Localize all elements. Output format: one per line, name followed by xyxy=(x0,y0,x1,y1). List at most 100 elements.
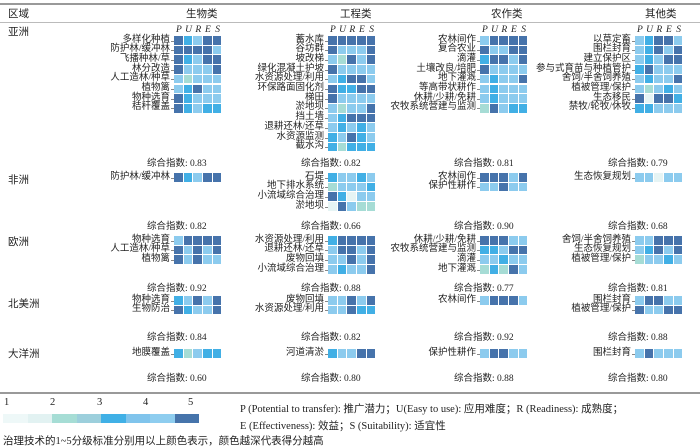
heatmap-cell xyxy=(518,173,528,182)
heatmap-cell xyxy=(337,84,347,94)
heatmap-cell xyxy=(518,182,528,192)
tick-mark xyxy=(632,177,635,179)
composite-index-label: 综合指数: xyxy=(454,222,498,232)
heatmap-cell xyxy=(635,255,644,265)
heatmap-cell xyxy=(635,94,644,103)
technology-label: 谷坊群 xyxy=(295,44,324,55)
technology-label: 石堤 xyxy=(304,171,324,182)
heatmap-cell xyxy=(174,94,183,103)
heatmap-cell xyxy=(328,192,337,202)
tick-mark xyxy=(632,310,635,312)
technology-label: 休耕/少耕/免耕 xyxy=(413,234,476,245)
heatmap-cell xyxy=(347,84,357,94)
heatmap-cell xyxy=(499,255,509,265)
composite-index-label: 综合指数: xyxy=(608,159,652,169)
heatmap-cell xyxy=(328,55,337,65)
technology-label: 生态恢复规划 xyxy=(573,244,631,255)
tick-mark xyxy=(325,310,328,312)
heatmap-cell xyxy=(499,94,509,103)
heatmap-cell xyxy=(644,296,654,305)
composite-index-label: 综合指数: xyxy=(454,159,498,169)
heatmap-cell xyxy=(673,94,683,103)
heatmap-cell xyxy=(357,65,366,74)
heatmap-cell xyxy=(635,245,644,255)
heatmap-cell xyxy=(480,103,489,113)
composite-index-label: 综合指数: xyxy=(301,222,345,232)
tick-mark xyxy=(325,353,328,355)
heatmap-cell xyxy=(337,74,347,84)
heatmap-cell xyxy=(664,84,673,94)
heatmap-cell xyxy=(644,173,654,182)
heatmap-cell xyxy=(212,55,222,65)
heatmap-cell xyxy=(337,94,347,103)
tick-mark xyxy=(171,353,174,355)
technology-label: 保护性耕作 xyxy=(428,181,476,192)
tick-mark xyxy=(325,79,328,81)
heatmap-cell xyxy=(635,173,644,182)
heatmap-cell xyxy=(499,296,509,305)
technology-label: 废物回填 xyxy=(285,253,324,264)
heatmap-cell xyxy=(489,255,499,265)
composite-index-label: 综合指数: xyxy=(301,159,345,169)
heatmap-cell xyxy=(193,36,203,45)
technology-label: 飞播种林/草 xyxy=(119,53,170,64)
heatmap-cell xyxy=(193,255,203,265)
heatmap-cell xyxy=(664,236,673,245)
pures-letter: E xyxy=(511,25,517,35)
heatmap-cell xyxy=(183,245,193,255)
technology-label: 淤地坝 xyxy=(295,102,324,113)
heatmap-cell xyxy=(518,36,528,45)
heatmap-cell xyxy=(328,94,337,103)
legend-color-swatch xyxy=(3,414,28,423)
tick-mark xyxy=(325,300,328,302)
composite-index-label: 综合指数: xyxy=(147,333,191,343)
heatmap-cell xyxy=(673,173,683,182)
heatmap-cell xyxy=(357,36,366,45)
technology-label: 围栏封育 xyxy=(592,44,631,55)
heatmap-cell xyxy=(347,55,357,65)
tick-mark xyxy=(477,177,480,179)
heatmap-cell xyxy=(673,65,683,74)
technology-label: 废物回填 xyxy=(285,294,324,305)
heatmap-cell xyxy=(193,296,203,305)
pures-letter: E xyxy=(359,25,365,35)
heatmap-cell xyxy=(499,36,509,45)
heatmap-cell xyxy=(328,245,337,255)
composite-index: 综合指数: 0.84 xyxy=(147,329,207,343)
composite-index-label: 综合指数: xyxy=(301,374,345,384)
heatmap-cell xyxy=(174,255,183,265)
composite-index-label: 综合指数: xyxy=(454,284,498,294)
heatmap-cell xyxy=(664,245,673,255)
heatmap-cell xyxy=(183,236,193,245)
composite-index-label: 综合指数: xyxy=(608,222,652,232)
heatmap-cell xyxy=(673,55,683,65)
heatmap-cell xyxy=(635,305,644,315)
heatmap-cell xyxy=(499,103,509,113)
heatmap-cell xyxy=(174,245,183,255)
tick-mark xyxy=(477,108,480,110)
pures-letter: U xyxy=(339,25,346,35)
heatmap-cell xyxy=(489,236,499,245)
tick-mark xyxy=(325,240,328,242)
heatmap-cell xyxy=(183,36,193,45)
heatmap-cell xyxy=(509,182,518,192)
heatmap-cell xyxy=(654,84,664,94)
heatmap-cell xyxy=(644,305,654,315)
technology-label: 土壤改良/培肥 xyxy=(416,63,476,74)
composite-index-value: 0.88 xyxy=(497,374,514,384)
heatmap-cell xyxy=(654,245,664,255)
region-label: 大洋洲 xyxy=(8,349,40,360)
heatmap-cell xyxy=(664,255,673,265)
heatmap-cell xyxy=(328,255,337,265)
heatmap-cell xyxy=(518,55,528,65)
composite-index: 综合指数: 0.82 xyxy=(147,218,207,232)
technology-label: 植被管理/保护 xyxy=(571,253,631,264)
composite-index: 综合指数: 0.88 xyxy=(454,370,514,384)
heatmap-cell xyxy=(203,45,212,55)
heatmap-cell xyxy=(635,236,644,245)
heatmap-cell xyxy=(212,94,222,103)
heatmap-cell xyxy=(366,84,376,94)
tick-mark xyxy=(477,79,480,81)
heatmap-cell xyxy=(489,84,499,94)
pures-letter: U xyxy=(646,25,653,35)
